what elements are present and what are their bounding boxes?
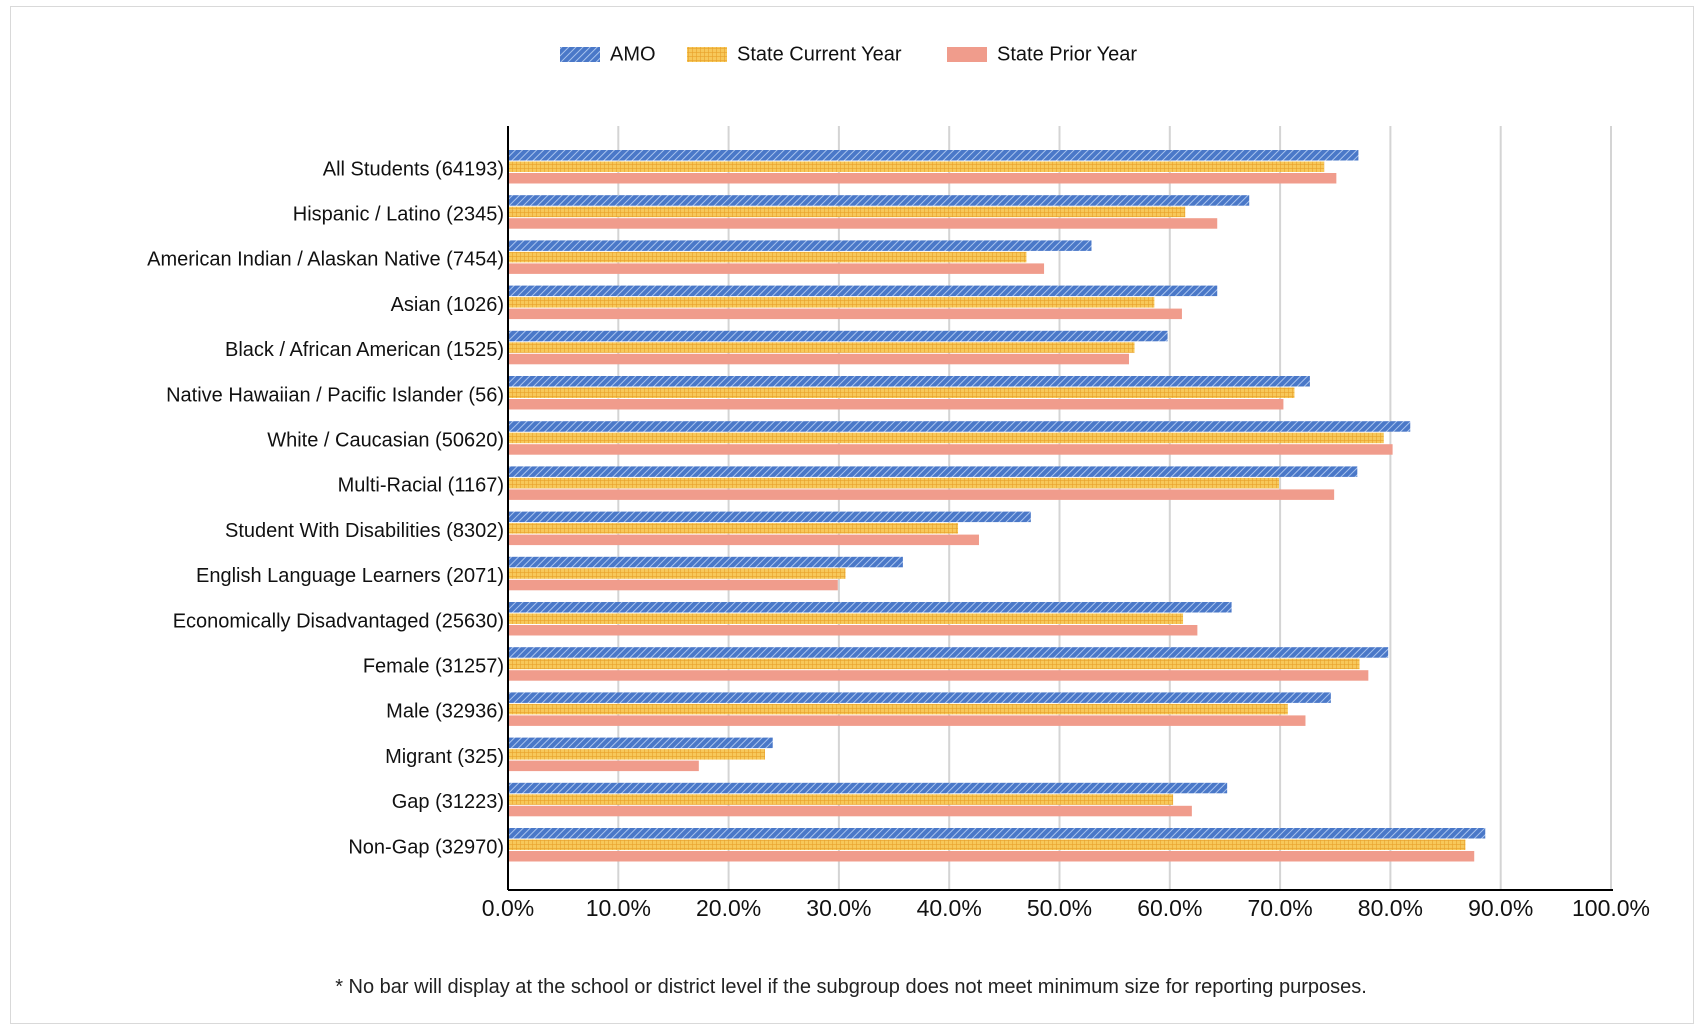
bar-state-prior-year [508, 173, 1337, 184]
category-label: Student With Disabilities (8302) [225, 520, 504, 542]
bar-amo [508, 692, 1331, 703]
bar-state-prior-year [508, 308, 1182, 320]
legend-label: AMO [610, 43, 656, 65]
x-tick-label: 20.0% [696, 895, 761, 921]
bar-state-current-year [508, 703, 1288, 715]
bar-amo [508, 240, 1092, 251]
bar-state-prior-year [508, 444, 1393, 455]
bar-amo [508, 376, 1310, 387]
footnote: * No bar will display at the school or d… [335, 976, 1367, 998]
bar-amo [508, 828, 1486, 839]
category-label: Male (32936) [386, 701, 504, 723]
bar-state-current-year [508, 206, 1186, 218]
category-label: Native Hawaiian / Pacific Islander (56) [166, 384, 504, 406]
category-label: Migrant (325) [385, 746, 504, 768]
bar-state-prior-year [508, 715, 1306, 726]
x-tick-label: 90.0% [1468, 895, 1533, 921]
bar-state-prior-year [508, 534, 979, 546]
bar-amo [508, 511, 1031, 523]
bar-state-current-year [508, 251, 1027, 263]
x-tick-label: 70.0% [1247, 895, 1312, 921]
bar-state-prior-year [508, 489, 1335, 500]
bar-state-current-year [508, 161, 1325, 172]
bar-state-current-year [508, 432, 1384, 444]
category-label: Multi-Racial (1167) [338, 475, 504, 497]
category-label: American Indian / Alaskan Native (7454) [147, 249, 504, 271]
x-tick-label: 50.0% [1027, 895, 1092, 921]
bar-state-prior-year [508, 625, 1198, 636]
x-tick-label: 60.0% [1137, 895, 1202, 921]
bar-state-prior-year [508, 218, 1218, 229]
legend-swatch [947, 47, 987, 62]
x-tick-label: 40.0% [917, 895, 982, 921]
bar-state-current-year [508, 613, 1184, 624]
x-tick-label: 100.0% [1572, 895, 1650, 921]
bar-state-prior-year [508, 760, 699, 772]
bar-state-current-year [508, 658, 1360, 670]
bar-amo [508, 195, 1250, 206]
bar-state-prior-year [508, 851, 1475, 862]
legend: AMO State Current Year State Prior Year [560, 43, 1137, 65]
bar-amo [508, 782, 1228, 794]
category-label: English Language Learners (2071) [196, 565, 504, 587]
category-label: Female (31257) [363, 655, 504, 677]
bar-state-current-year [508, 749, 765, 760]
bar-state-current-year [508, 297, 1155, 308]
bar-state-current-year [508, 568, 846, 579]
legend-label: State Current Year [737, 43, 902, 65]
bar-amo [508, 602, 1232, 613]
bar-amo [508, 466, 1358, 477]
x-tick-label: 80.0% [1358, 895, 1423, 921]
bar-amo [508, 556, 903, 568]
category-label: All Students (64193) [323, 158, 504, 180]
x-tick-label: 0.0% [482, 895, 534, 921]
bar-state-current-year [508, 477, 1279, 489]
category-label: Hispanic / Latino (2345) [293, 203, 504, 225]
bar-state-current-year [508, 794, 1174, 805]
y-axis-labels: All Students (64193) Hispanic / Latino (2… [147, 158, 504, 858]
bar-state-current-year [508, 387, 1295, 398]
bar-state-prior-year [508, 670, 1369, 681]
x-axis-tick-labels: 0.0% 10.0% 20.0% 30.0% 40.0% 50.0% 60.0% 70.0% 8… [482, 895, 1650, 921]
category-label: Non-Gap (32970) [348, 836, 504, 858]
category-label: Asian (1026) [391, 294, 504, 316]
bar-state-prior-year [508, 353, 1129, 365]
bar-state-prior-year [508, 805, 1192, 817]
x-tick-label: 10.0% [586, 895, 651, 921]
axes [507, 126, 1613, 891]
bar-state-prior-year [508, 579, 838, 591]
legend-swatch [687, 47, 727, 62]
bar-state-current-year [508, 342, 1135, 353]
category-label: White / Caucasian (50620) [267, 429, 504, 451]
bar-amo [508, 150, 1359, 161]
category-label: Black / African American (1525) [225, 339, 504, 361]
category-label: Gap (31223) [392, 791, 504, 813]
legend-swatch [560, 47, 600, 62]
bar-amo [508, 647, 1389, 658]
category-label: Economically Disadvantaged (25630) [173, 610, 504, 632]
bars [508, 150, 1486, 862]
bar-amo [508, 421, 1411, 432]
bar-amo [508, 330, 1168, 342]
bar-state-current-year [508, 839, 1466, 850]
bar-state-prior-year [508, 263, 1045, 274]
legend-label: State Prior Year [997, 43, 1137, 65]
bar-amo [508, 285, 1218, 297]
bar-amo [508, 737, 773, 749]
bar-state-current-year [508, 523, 959, 534]
bar-state-prior-year [508, 399, 1284, 410]
x-tick-label: 30.0% [806, 895, 871, 921]
